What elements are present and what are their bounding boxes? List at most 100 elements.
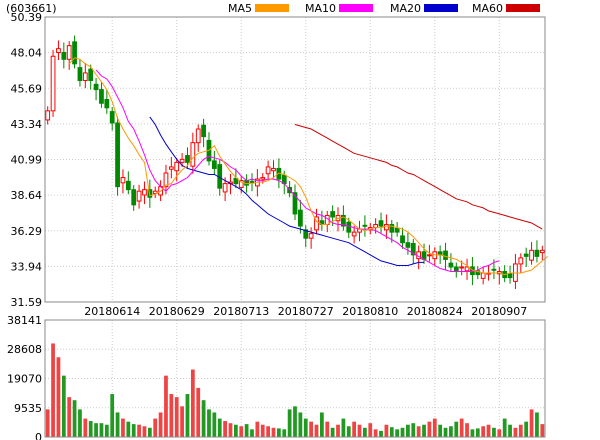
volume-tick-label: 9535	[14, 402, 42, 415]
volume-bar	[287, 409, 292, 437]
candle-down	[249, 180, 255, 183]
volume-bar	[255, 421, 260, 437]
volume-bar	[153, 418, 158, 437]
legend-ma60-swatch	[506, 4, 541, 12]
volume-bar	[121, 418, 125, 437]
volume-bar	[67, 397, 72, 437]
candle-down	[362, 224, 368, 227]
candle-down	[405, 242, 411, 248]
volume-bar	[481, 426, 486, 437]
volume-bar	[185, 394, 190, 437]
volume-bar	[535, 412, 539, 437]
candle-down	[330, 211, 336, 218]
candle-down	[125, 180, 131, 191]
candle-up	[539, 249, 545, 254]
price-tick-label: 38.64	[11, 189, 43, 202]
volume-bars	[45, 343, 545, 437]
volume-bar	[78, 409, 82, 437]
volume-panel-frame	[44, 319, 546, 438]
candle-up	[136, 190, 142, 202]
candle-down	[378, 220, 384, 227]
candle-down	[443, 250, 448, 260]
candle-down	[292, 192, 298, 215]
volume-bar	[502, 418, 507, 437]
candle-up	[190, 142, 196, 167]
volume-bar	[266, 426, 270, 437]
price-tick-label: 45.69	[11, 82, 43, 95]
ma60-line	[294, 124, 543, 230]
volume-bar	[389, 427, 394, 437]
volume-bar	[384, 424, 389, 437]
candle-down	[448, 262, 454, 268]
volume-bar	[190, 369, 195, 437]
candle-down	[211, 160, 217, 169]
candle-up	[152, 190, 158, 194]
x-axis-labels: 20180614 20180629 20180713 20180727 20180810…	[84, 305, 527, 318]
candle-up	[222, 183, 228, 193]
legend-ma10: MA10	[305, 2, 374, 15]
volume-bar	[518, 424, 523, 437]
candles	[45, 35, 545, 289]
volume-bar	[293, 406, 297, 437]
volume-bar	[395, 429, 400, 437]
x-tick-label: 20180614	[84, 305, 140, 318]
volume-bar	[217, 418, 222, 437]
candle-down	[297, 209, 303, 227]
candle-down	[394, 227, 400, 233]
candle-up	[314, 216, 319, 231]
candle-down	[341, 214, 346, 227]
volume-bar	[508, 424, 512, 437]
volume-bar	[427, 421, 432, 437]
candle-up	[308, 233, 314, 239]
candle-down	[475, 270, 481, 276]
candle-down	[185, 155, 190, 163]
legend-ma5: MA5	[228, 2, 290, 15]
x-tick-label: 20180907	[471, 305, 527, 318]
volume-bar	[169, 394, 174, 437]
volume-bar	[115, 412, 120, 437]
candle-down	[303, 229, 309, 239]
volume-bar	[142, 426, 147, 437]
volume-bar	[352, 421, 357, 437]
price-tick-label: 33.94	[11, 260, 43, 273]
volume-bar	[346, 426, 351, 437]
volume-bar	[309, 421, 314, 437]
candle-down	[346, 221, 352, 233]
volume-bar	[540, 424, 545, 437]
candle-up	[260, 177, 266, 180]
volume-bar	[61, 375, 66, 437]
volume-bar	[443, 427, 448, 437]
volume-bar	[110, 394, 115, 437]
legend-ma60: MA60	[472, 1, 541, 15]
volume-bar	[239, 426, 244, 437]
price-tick-label: 36.29	[11, 225, 43, 238]
candle-up	[427, 254, 432, 257]
volume-bar	[406, 424, 410, 437]
volume-bar	[56, 357, 61, 437]
ma10-line	[95, 69, 500, 272]
price-tick-label: 48.04	[11, 47, 43, 60]
candle-up	[529, 249, 534, 261]
candle-down	[61, 51, 67, 60]
x-tick-label: 20180629	[149, 305, 205, 318]
candle-down	[491, 268, 497, 271]
volume-bar	[449, 426, 453, 437]
candle-down	[109, 111, 115, 124]
candle-down	[201, 124, 206, 138]
legend-ma20-label: MA20	[390, 1, 422, 15]
candle-down	[93, 83, 99, 91]
candle-up	[271, 167, 276, 172]
candle-down	[72, 41, 77, 65]
candle-down	[534, 249, 540, 257]
candle-up	[174, 161, 180, 172]
legend-ma20-swatch	[424, 4, 459, 12]
volume-bar	[363, 427, 367, 437]
volume-bar	[341, 418, 346, 437]
candle-down	[77, 67, 83, 82]
volume-bar	[137, 424, 141, 437]
candle-down	[437, 251, 443, 256]
legend-ma60-label: MA60	[472, 1, 504, 15]
candle-up	[66, 45, 72, 60]
price-tick-label: 31.59	[11, 296, 43, 309]
volume-bar	[513, 427, 518, 437]
